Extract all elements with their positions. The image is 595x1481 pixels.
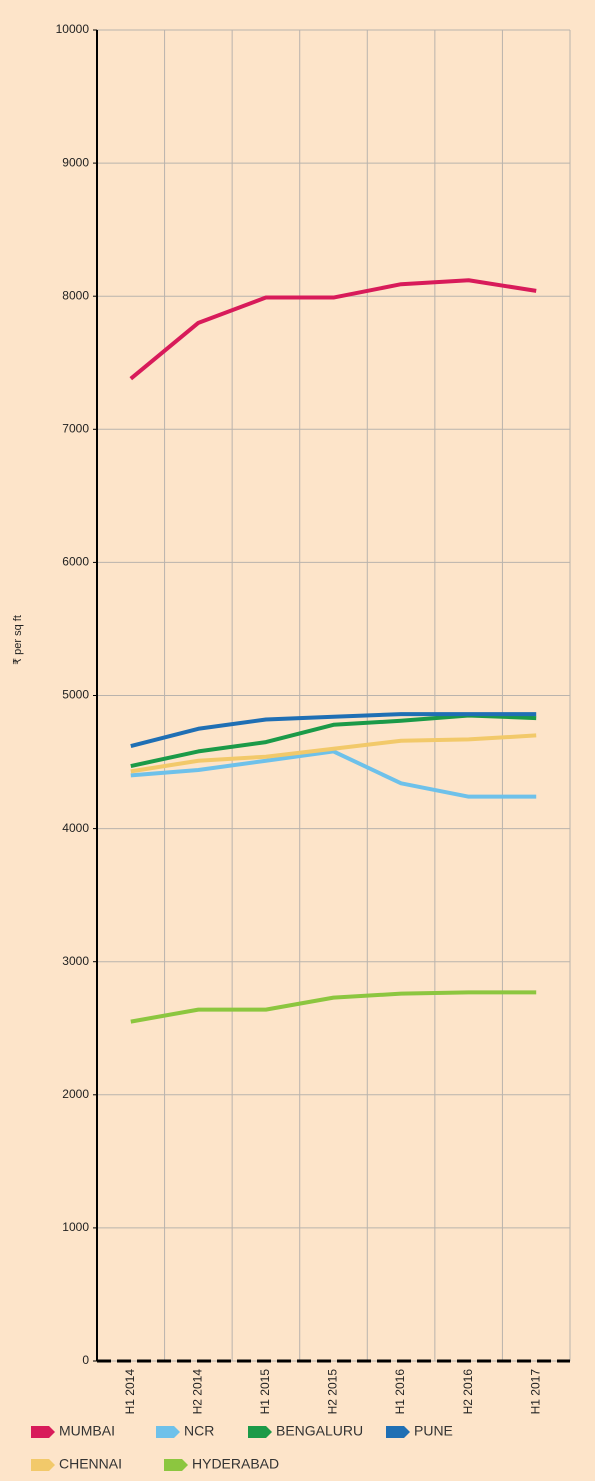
legend-marker (386, 1426, 410, 1438)
y-tick-label: 10000 (56, 22, 90, 36)
x-tick-label: H1 2014 (123, 1369, 137, 1415)
series-line (130, 712, 537, 749)
y-tick-label: 4000 (62, 821, 89, 835)
y-tick-label: 6000 (62, 555, 89, 569)
legend-marker (156, 1426, 180, 1438)
legend-label: CHENNAI (59, 1456, 122, 1472)
x-tick-label: H1 2015 (258, 1369, 272, 1415)
y-tick-label: 7000 (62, 421, 89, 435)
x-tick-label: H2 2014 (191, 1369, 205, 1415)
y-tick-label: 2000 (62, 1087, 89, 1101)
y-tick-label: 9000 (62, 155, 89, 169)
y-axis-label: ₹ per sq ft (12, 615, 24, 665)
legend-label: HYDERABAD (192, 1456, 279, 1472)
y-tick-label: 5000 (62, 688, 89, 702)
legend-label: PUNE (414, 1423, 453, 1439)
x-tick-label: H2 2016 (461, 1369, 475, 1415)
y-tick-label: 3000 (62, 954, 89, 968)
legend-marker (164, 1459, 188, 1471)
y-tick-label: 1000 (62, 1220, 89, 1234)
legend-label: BENGALURU (276, 1423, 363, 1439)
x-tick-label: H1 2017 (528, 1369, 542, 1415)
y-tick-label: 8000 (62, 288, 89, 302)
series-line (130, 990, 537, 1024)
series-line (130, 733, 537, 774)
legend-marker (31, 1426, 55, 1438)
x-tick-label: H1 2016 (393, 1369, 407, 1415)
series-line (129, 278, 537, 381)
legend-label: MUMBAI (59, 1423, 115, 1439)
legend-label: NCR (184, 1423, 214, 1439)
x-tick-label: H2 2015 (326, 1369, 340, 1415)
legend-marker (248, 1426, 272, 1438)
y-tick-label: 0 (82, 1353, 89, 1367)
series-line (130, 749, 537, 799)
legend-marker (31, 1459, 55, 1471)
